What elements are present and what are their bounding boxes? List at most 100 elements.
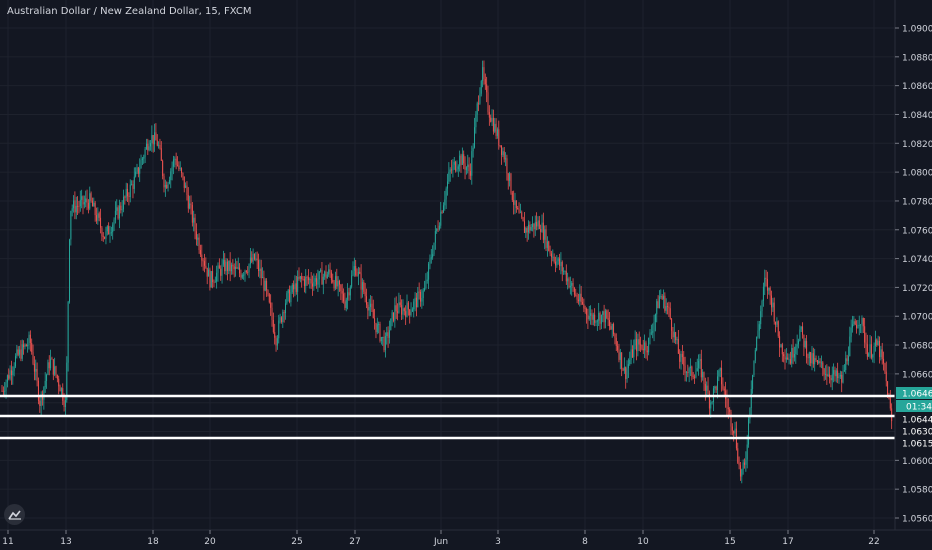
- candle-body: [455, 161, 457, 171]
- candle-body: [772, 302, 774, 308]
- candle-body: [810, 352, 812, 364]
- candle-body: [444, 199, 446, 206]
- tradingview-logo-icon[interactable]: [4, 504, 25, 525]
- candle-body: [189, 203, 191, 209]
- candle-body: [19, 349, 21, 355]
- candle-body: [618, 350, 620, 360]
- candle-body: [606, 310, 608, 318]
- candle-body: [403, 308, 405, 312]
- candle-body: [160, 148, 162, 161]
- price-tick-label: 1.07200: [902, 284, 932, 294]
- candle-body: [661, 296, 663, 300]
- candle-body: [337, 280, 339, 287]
- candle-body: [592, 314, 594, 320]
- candle-body: [645, 342, 647, 351]
- candle-body: [106, 226, 108, 232]
- candle-body: [48, 362, 50, 369]
- candle-body: [874, 339, 876, 346]
- candle-body: [722, 384, 724, 389]
- candle-body: [795, 346, 797, 354]
- time-axis[interactable]: 11 13 18 20 25 27 Jun 3 8 10 15 17 22: [0, 529, 932, 550]
- candle-body: [658, 296, 660, 309]
- candle-body: [132, 184, 134, 189]
- candle-body: [121, 209, 123, 211]
- candle-body: [9, 370, 11, 379]
- candle-body: [79, 199, 81, 207]
- candle-body: [52, 359, 54, 375]
- candle-body: [577, 299, 579, 302]
- candle-body: [822, 362, 824, 369]
- candle-body: [538, 220, 540, 230]
- candle-body: [86, 198, 88, 203]
- candle-body: [355, 266, 357, 276]
- candle-body: [62, 388, 64, 401]
- candle-body: [835, 370, 837, 377]
- candle-body: [557, 258, 559, 262]
- candle-body: [12, 370, 14, 376]
- candle-body: [384, 336, 386, 351]
- candle-body: [818, 361, 820, 364]
- candle-body: [28, 334, 30, 346]
- candle-body: [395, 305, 397, 312]
- candle-body: [758, 324, 760, 331]
- candlestick-series: [1, 60, 893, 484]
- candle-body: [118, 205, 120, 219]
- candle-body: [879, 340, 880, 357]
- candle-body: [145, 143, 147, 150]
- candle-body: [283, 312, 285, 314]
- candle-body: [694, 376, 696, 378]
- candle-body: [833, 370, 835, 375]
- candle-body: [85, 198, 87, 203]
- candle-body: [309, 279, 311, 281]
- candle-body: [847, 356, 849, 362]
- candle-body: [166, 185, 168, 189]
- candle-body: [699, 359, 701, 361]
- price-tick-label: 1.08800: [902, 53, 932, 63]
- candle-body: [799, 329, 801, 341]
- candle-body: [723, 388, 725, 391]
- candle-body: [31, 342, 33, 353]
- candle-body: [187, 195, 189, 209]
- candle-body: [829, 374, 831, 379]
- horizontal-levels[interactable]: [0, 394, 895, 440]
- candle-body: [856, 324, 858, 329]
- candle-body: [708, 393, 710, 409]
- candle-body: [113, 219, 115, 225]
- candle-body: [356, 275, 358, 277]
- candle-body: [721, 368, 723, 385]
- candle-body: [140, 160, 142, 169]
- candle-body: [198, 237, 200, 251]
- candle-body: [513, 200, 515, 205]
- candle-body: [182, 172, 184, 177]
- candle-body: [568, 278, 570, 288]
- candle-body: [854, 321, 856, 325]
- candle-body: [734, 428, 736, 434]
- candle-body: [780, 344, 782, 348]
- candle-body: [201, 254, 203, 261]
- candle-body: [457, 166, 459, 170]
- candle-body: [209, 269, 211, 288]
- price-tick-label: 1.08600: [902, 82, 932, 92]
- candle-body: [437, 228, 439, 230]
- candle-body: [224, 259, 226, 272]
- price-axis[interactable]: 1.09000 1.08800 1.08600 1.08400 1.08200 1.080…: [894, 0, 932, 550]
- candle-body: [388, 330, 390, 338]
- price-tick-label: 1.07600: [902, 226, 932, 236]
- candle-body: [816, 359, 818, 364]
- candle-body: [398, 302, 400, 313]
- candle-body: [367, 304, 369, 311]
- candle-body: [343, 293, 345, 302]
- candle-body: [676, 338, 678, 341]
- candle-body: [299, 276, 301, 279]
- candle-body: [499, 145, 501, 147]
- candle-body: [690, 366, 691, 369]
- candle-body: [241, 274, 243, 278]
- candle-body: [37, 380, 39, 401]
- candle-body: [560, 262, 562, 267]
- candle-body: [698, 360, 700, 369]
- candle-body: [128, 196, 130, 198]
- candle-body: [178, 165, 180, 169]
- time-tick-label: 15: [724, 537, 735, 547]
- time-tick-label: 20: [204, 537, 216, 547]
